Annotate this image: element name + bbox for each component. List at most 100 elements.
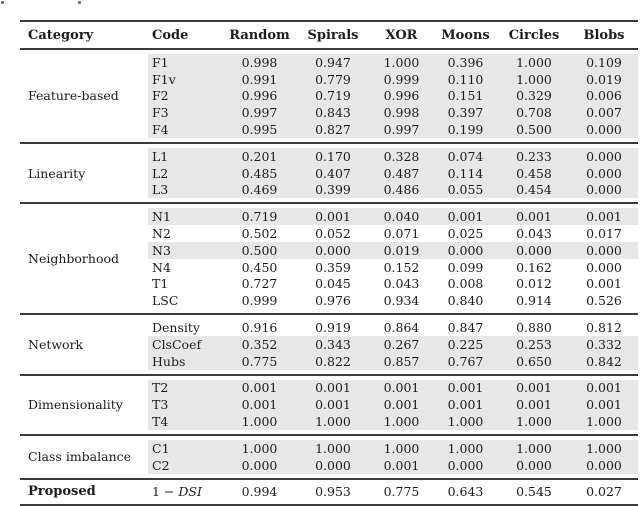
value-cell: 1.000 — [447, 414, 484, 430]
code-cell: F1v — [152, 71, 176, 87]
header-spirals: Spirals — [307, 27, 359, 43]
value-cell: 0.000 — [586, 182, 622, 198]
table-row: T2 0.001 0.001 0.001 0.001 0.001 0.001 — [148, 379, 638, 397]
value-cell: 0.006 — [586, 88, 622, 104]
table-row: F1v 0.991 0.779 0.999 0.110 1.000 0.019 — [148, 70, 638, 88]
value-cell: 0.864 — [383, 320, 420, 336]
table-row: T4 1.000 1.000 1.000 1.000 1.000 1.000 — [148, 413, 638, 430]
section-rows: C1 1.000 1.000 1.000 1.000 1.000 1.000 C2 0.000 0… — [148, 439, 638, 474]
value-cell: 0.343 — [315, 336, 351, 352]
value-cell: 0.843 — [315, 105, 351, 121]
code-cell: T4 — [152, 414, 169, 430]
header-xor: XOR — [385, 27, 418, 43]
value-cell: 0.999 — [383, 71, 420, 87]
value-cell: 0.526 — [586, 293, 622, 309]
code-cell: L2 — [152, 165, 169, 181]
value-cell: 0.880 — [516, 320, 552, 336]
value-cell: 0.450 — [241, 259, 278, 275]
table-row: L1 0.201 0.170 0.328 0.074 0.233 0.000 — [148, 147, 638, 165]
table-section: Feature-based F1 0.998 0.947 1.000 0.396 1.000… — [20, 50, 638, 142]
value-cell: 0.999 — [241, 293, 278, 309]
value-cell: 0.399 — [315, 182, 351, 198]
value-cell: 1.000 — [516, 440, 552, 456]
value-cell: 0.000 — [241, 457, 278, 473]
value-cell: 0.827 — [315, 122, 351, 138]
value-cell: 0.000 — [586, 122, 622, 138]
value-cell: 0.043 — [516, 226, 552, 242]
section-rows: 1 − DSI 0.994 0.953 0.775 0.643 0.545 0.027 — [148, 484, 638, 501]
value-cell: 0.775 — [241, 353, 278, 369]
value-cell: 0.027 — [586, 484, 622, 500]
table-row: 1 − DSI 0.994 0.953 0.775 0.643 0.545 0.027 — [148, 484, 638, 501]
code-cell: F2 — [152, 88, 169, 104]
value-cell: 0.997 — [383, 122, 420, 138]
value-cell: 0.991 — [241, 71, 278, 87]
code-cell: F1 — [152, 54, 169, 70]
header-circles: Circles — [508, 27, 560, 43]
table-row: N1 0.719 0.001 0.040 0.001 0.001 0.001 — [148, 208, 638, 226]
header-moons: Moons — [441, 27, 490, 43]
code-cell: C1 — [152, 440, 170, 456]
value-cell: 0.099 — [447, 259, 484, 275]
value-cell: 0.000 — [586, 259, 622, 275]
value-cell: 0.469 — [241, 182, 278, 198]
category-label: Neighborhood — [28, 251, 119, 267]
value-cell: 0.071 — [383, 226, 420, 242]
value-cell: 0.840 — [447, 293, 484, 309]
table-section: Neighborhood N1 0.719 0.001 0.040 0.001 0.001 0… — [20, 204, 638, 313]
value-cell: 0.052 — [315, 226, 351, 242]
value-cell: 0.233 — [516, 148, 552, 164]
code-cell: C2 — [152, 457, 170, 473]
value-cell: 0.502 — [241, 226, 278, 242]
value-cell: 0.001 — [315, 397, 351, 413]
table-section: Proposed 1 − DSI 0.994 0.953 0.775 0.643 0.545… — [20, 480, 638, 505]
section-rows: L1 0.201 0.170 0.328 0.074 0.233 0.000 L2 0.485 0… — [148, 147, 638, 199]
value-cell: 0.396 — [447, 54, 484, 70]
value-cell: 0.934 — [383, 293, 420, 309]
section-divider-rule — [20, 477, 638, 480]
value-cell: 0.001 — [447, 209, 484, 225]
value-cell: 0.225 — [447, 336, 484, 352]
value-cell: 0.976 — [315, 293, 351, 309]
header-code: Code — [152, 27, 189, 43]
value-cell: 1.000 — [383, 414, 420, 430]
value-cell: 0.500 — [516, 122, 552, 138]
table-row: L2 0.485 0.407 0.487 0.114 0.458 0.000 — [148, 164, 638, 182]
value-cell: 0.001 — [241, 380, 278, 396]
value-cell: 0.199 — [447, 122, 484, 138]
section-divider-rule — [20, 202, 638, 205]
code-math-plain: 1 − — [152, 484, 179, 500]
value-cell: 0.359 — [315, 259, 351, 275]
value-cell: 0.151 — [447, 88, 484, 104]
code-cell: T1 — [152, 276, 169, 292]
value-cell: 0.000 — [586, 165, 622, 181]
value-cell: 0.162 — [516, 259, 552, 275]
value-cell: 1.000 — [586, 440, 622, 456]
value-cell: 0.842 — [586, 353, 622, 369]
code-cell: N4 — [152, 259, 171, 275]
value-cell: 1.000 — [586, 414, 622, 430]
table-row: F4 0.995 0.827 0.997 0.199 0.500 0.000 — [148, 121, 638, 138]
value-cell: 0.000 — [447, 242, 484, 258]
results-table: Category Code Random Spirals XOR Moons C… — [20, 20, 638, 506]
value-cell: 0.017 — [586, 226, 622, 242]
value-cell: 0.997 — [241, 105, 278, 121]
value-cell: 0.025 — [447, 226, 484, 242]
table-row: LSC 0.999 0.976 0.934 0.840 0.914 0.526 — [148, 292, 638, 309]
value-cell: 0.454 — [516, 182, 552, 198]
cropped-caption-fragment — [1, 1, 4, 4]
value-cell: 0.110 — [447, 71, 484, 87]
value-cell: 0.001 — [241, 397, 278, 413]
value-cell: 0.170 — [315, 148, 351, 164]
value-cell: 1.000 — [241, 414, 278, 430]
table-row: T1 0.727 0.045 0.043 0.008 0.012 0.001 — [148, 276, 638, 293]
value-cell: 0.109 — [586, 54, 622, 70]
value-cell: 0.650 — [516, 353, 552, 369]
value-cell: 0.001 — [586, 276, 622, 292]
table-section: Linearity L1 0.201 0.170 0.328 0.074 0.233 0.00… — [20, 144, 638, 202]
value-cell: 0.775 — [383, 484, 420, 500]
value-cell: 0.000 — [315, 457, 351, 473]
value-cell: 0.767 — [447, 353, 484, 369]
value-cell: 0.000 — [315, 242, 351, 258]
table-row: F1 0.998 0.947 1.000 0.396 1.000 0.109 — [148, 54, 638, 71]
